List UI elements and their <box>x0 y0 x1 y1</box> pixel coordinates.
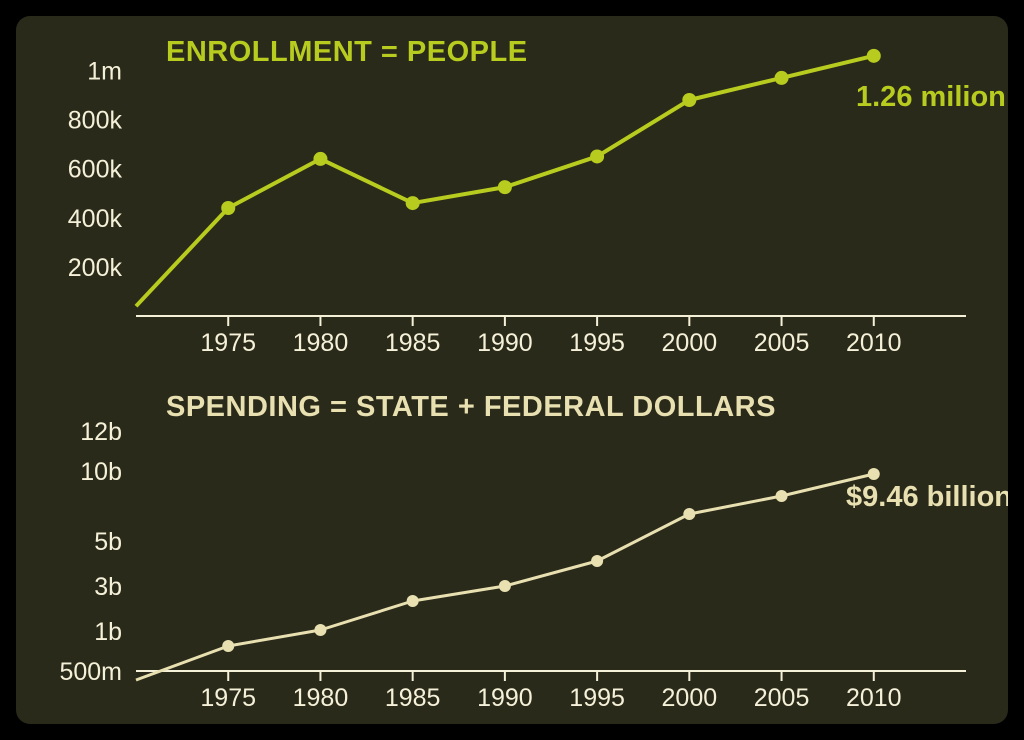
enrollment-y-tick-label: 400k <box>68 205 123 233</box>
spending-x-tick-label: 2000 <box>662 684 718 712</box>
spending-data-point <box>683 508 695 520</box>
spending-y-tick-label: 1b <box>94 618 122 646</box>
spending-x-tick-label: 1990 <box>477 684 533 712</box>
enrollment-data-point <box>313 152 327 166</box>
spending-annotation: $9.46 billion <box>846 481 1008 513</box>
enrollment-x-tick-label: 1980 <box>293 329 349 357</box>
chart-panel: 200k 400k 600k 800k 1m 1975 1980 1985 1990 1995 20… <box>16 16 1008 724</box>
spending-data-point <box>868 468 880 480</box>
spending-y-tick-label: 10b <box>80 458 122 486</box>
enrollment-x-tick-label: 1975 <box>200 329 256 357</box>
enrollment-x-tick-label: 1990 <box>477 329 533 357</box>
spending-y-tick-label: 12b <box>80 418 122 446</box>
enrollment-data-point <box>406 196 420 210</box>
enrollment-x-tick-label: 1995 <box>569 329 625 357</box>
enrollment-data-point <box>682 93 696 107</box>
enrollment-data-point <box>775 71 789 85</box>
enrollment-x-tick-label: 2010 <box>846 329 902 357</box>
spending-data-point <box>314 624 326 636</box>
enrollment-data-point <box>498 180 512 194</box>
enrollment-y-tick-label: 800k <box>68 107 123 135</box>
enrollment-y-tick-label: 200k <box>68 254 123 282</box>
spending-y-tick-label: 5b <box>94 528 122 556</box>
spending-x-tick-label: 1995 <box>569 684 625 712</box>
spending-data-point <box>776 490 788 502</box>
spending-x-tick-label: 1975 <box>200 684 256 712</box>
spending-x-tick-label: 1985 <box>385 684 441 712</box>
enrollment-y-tick-label: 1m <box>87 58 122 86</box>
spending-data-point <box>591 555 603 567</box>
spending-data-point <box>222 640 234 652</box>
spending-y-tick-label: 500m <box>59 658 122 686</box>
spending-x-tick-label: 2010 <box>846 684 902 712</box>
enrollment-data-point <box>221 201 235 215</box>
enrollment-x-tick-label: 2005 <box>754 329 810 357</box>
charts-svg: 200k 400k 600k 800k 1m 1975 1980 1985 1990 1995 20… <box>16 16 1008 724</box>
spending-chart-title: SPENDING = STATE + FEDERAL DOLLARS <box>166 391 776 423</box>
enrollment-y-tick-label: 600k <box>68 156 123 184</box>
spending-data-point <box>407 595 419 607</box>
spending-x-tick-label: 1980 <box>293 684 349 712</box>
enrollment-data-point <box>867 49 881 63</box>
enrollment-chart-title: ENROLLMENT = PEOPLE <box>166 36 528 68</box>
enrollment-annotation: 1.26 milion <box>856 81 1006 113</box>
spending-line <box>136 474 874 680</box>
enrollment-x-tick-label: 2000 <box>662 329 718 357</box>
enrollment-data-point <box>590 149 604 163</box>
enrollment-x-tick-label: 1985 <box>385 329 441 357</box>
spending-x-tick-label: 2005 <box>754 684 810 712</box>
spending-data-point <box>499 580 511 592</box>
spending-y-tick-label: 3b <box>94 573 122 601</box>
